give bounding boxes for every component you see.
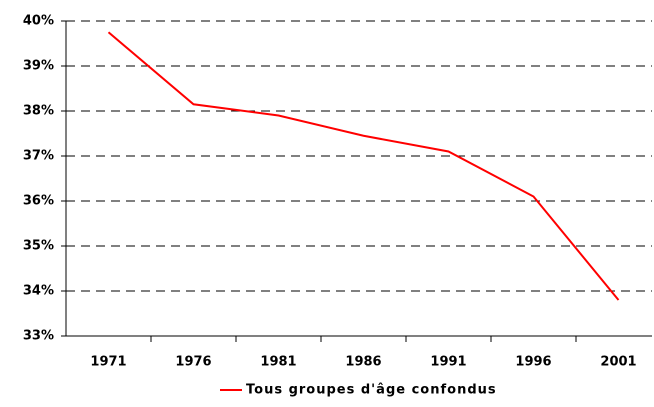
y-tick-label: 36% <box>23 194 54 209</box>
y-tick-label: 39% <box>23 59 54 74</box>
y-tick-label: 37% <box>23 149 54 164</box>
line <box>107 31 620 301</box>
x-tick-label: 1976 <box>175 355 211 370</box>
x-tick-label: 1986 <box>345 355 381 370</box>
y-tick-label: 38% <box>23 104 54 119</box>
x-tick-label: 1991 <box>430 355 466 370</box>
y-tick-label: 35% <box>23 239 54 254</box>
x-tick-label: 2001 <box>600 355 636 370</box>
x-tick-label: 1971 <box>90 355 126 370</box>
y-tick-label: 33% <box>23 329 54 344</box>
x-tick-label: 1996 <box>515 355 551 370</box>
legend-label: Tous groupes d'âge confondus <box>246 383 497 398</box>
y-tick-label: 34% <box>23 284 54 299</box>
y-tick-label: 40% <box>23 14 54 29</box>
x-tick-label: 1981 <box>260 355 296 370</box>
